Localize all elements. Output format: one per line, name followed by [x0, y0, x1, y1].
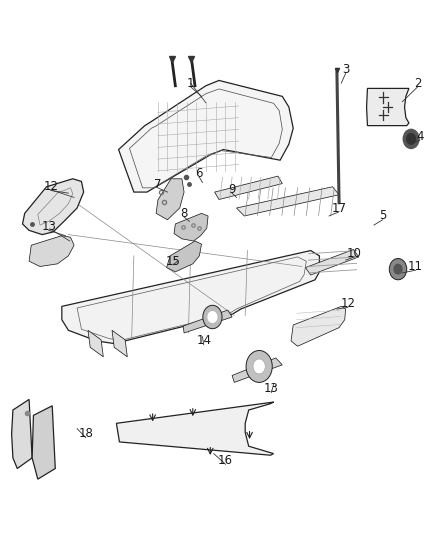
- Polygon shape: [88, 330, 103, 357]
- Polygon shape: [367, 88, 409, 126]
- Polygon shape: [22, 179, 84, 235]
- Text: 7: 7: [154, 177, 162, 191]
- Polygon shape: [117, 402, 274, 455]
- Text: 2: 2: [414, 77, 421, 90]
- Text: 1: 1: [187, 77, 194, 90]
- Circle shape: [389, 259, 407, 280]
- Text: 13: 13: [264, 382, 279, 395]
- Polygon shape: [291, 306, 346, 346]
- Text: 10: 10: [347, 247, 362, 260]
- Text: 5: 5: [379, 209, 386, 222]
- Polygon shape: [62, 251, 319, 344]
- Text: 11: 11: [408, 260, 423, 273]
- Text: 3: 3: [342, 63, 349, 76]
- Text: 9: 9: [228, 183, 236, 196]
- Polygon shape: [166, 241, 201, 272]
- Polygon shape: [232, 358, 283, 382]
- Circle shape: [403, 130, 419, 149]
- Text: 12: 12: [43, 180, 58, 193]
- Circle shape: [208, 312, 217, 322]
- Polygon shape: [183, 310, 232, 333]
- Text: 14: 14: [196, 334, 211, 348]
- Polygon shape: [119, 80, 293, 192]
- Polygon shape: [215, 176, 283, 199]
- Polygon shape: [174, 213, 208, 241]
- Polygon shape: [32, 406, 55, 479]
- Text: 8: 8: [180, 207, 188, 220]
- Text: 17: 17: [332, 201, 346, 214]
- Circle shape: [394, 264, 402, 274]
- Circle shape: [253, 359, 265, 374]
- Text: 15: 15: [166, 255, 180, 268]
- Polygon shape: [112, 330, 127, 357]
- Circle shape: [203, 305, 222, 329]
- Polygon shape: [29, 236, 74, 266]
- Text: 13: 13: [41, 220, 56, 233]
- Polygon shape: [305, 249, 359, 275]
- Circle shape: [407, 134, 416, 144]
- Text: 16: 16: [218, 454, 233, 467]
- Text: 12: 12: [340, 297, 355, 310]
- Polygon shape: [156, 179, 184, 220]
- Polygon shape: [12, 399, 32, 469]
- Text: 18: 18: [78, 427, 93, 440]
- Text: 4: 4: [416, 130, 424, 143]
- Polygon shape: [237, 187, 339, 216]
- Circle shape: [246, 351, 272, 382]
- Text: 6: 6: [196, 167, 203, 180]
